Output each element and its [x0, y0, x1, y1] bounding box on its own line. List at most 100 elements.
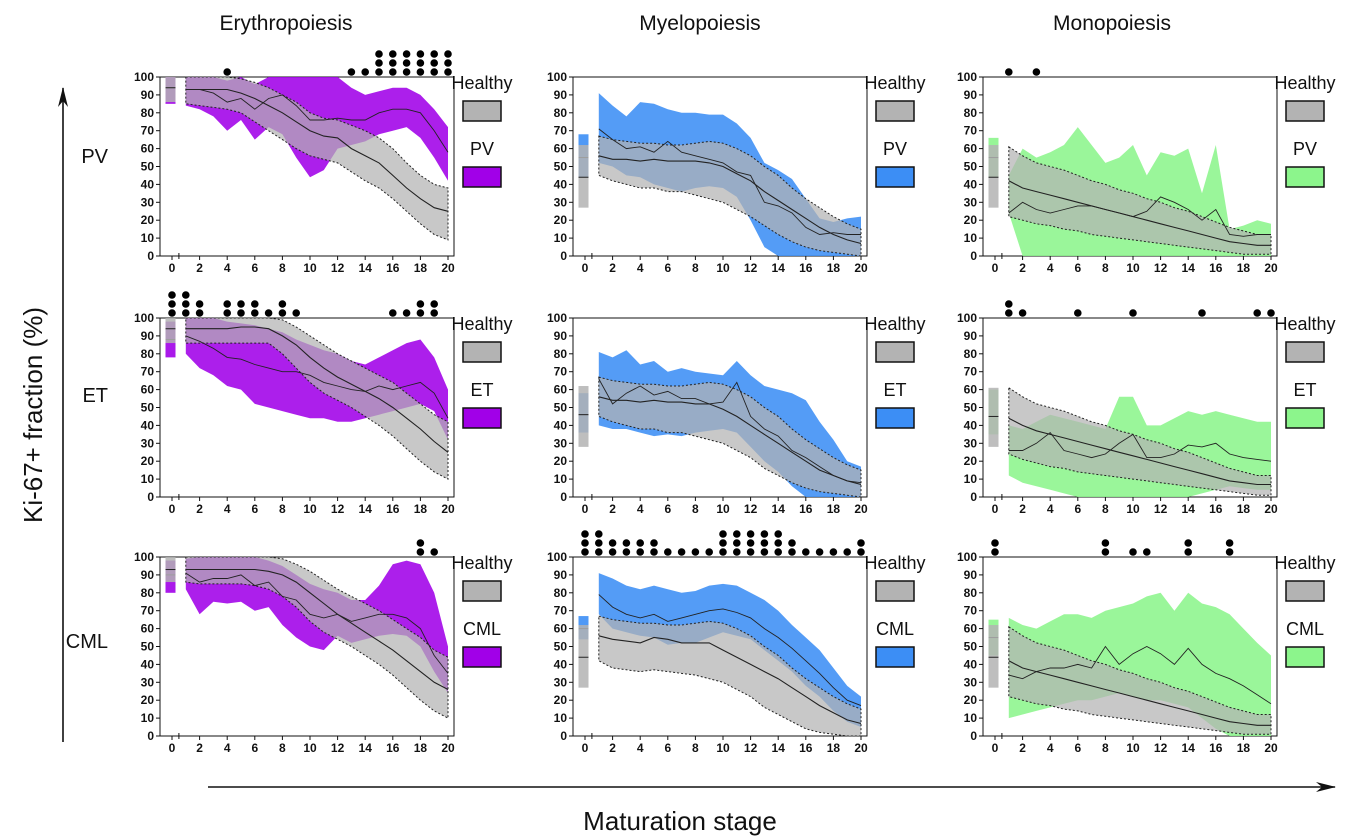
legend-healthy-label: Healthy	[451, 73, 512, 93]
x-tick-label: 20	[441, 502, 455, 516]
healthy-band	[598, 135, 862, 257]
column-title-myelopoiesis: Myelopoiesis	[639, 12, 760, 35]
y-tick-label: 90	[964, 88, 978, 102]
significance-dot	[733, 530, 741, 538]
y-tick-label: 100	[957, 550, 977, 564]
panel-erythropoiesis-cml: 0 10 20 30 40 50 60 70 80 90 100 0 2 4 6 8 10 12 14 16 18 20 H…	[134, 539, 513, 755]
x-tick-label: 2	[196, 741, 203, 755]
x-tick-label: 10	[716, 741, 730, 755]
significance-dot	[774, 530, 782, 538]
significance-dot	[705, 548, 713, 556]
x-tick-label: 16	[799, 261, 813, 275]
significance-dot	[223, 300, 231, 308]
legend-disease-swatch	[1285, 407, 1325, 429]
significance-dot	[361, 68, 370, 76]
significance-dot	[733, 548, 741, 556]
significance-dot	[774, 539, 782, 547]
x-tick-label: 20	[854, 741, 868, 755]
stage-0-healthy-box	[578, 145, 589, 208]
significance-dot	[389, 68, 397, 76]
significance-dot	[416, 548, 425, 556]
y-tick-label: 70	[554, 124, 568, 138]
significance-dot	[1005, 300, 1013, 308]
row-label-et: ET	[82, 385, 108, 407]
y-tick-label: 20	[964, 693, 978, 707]
y-tick-label: 40	[554, 177, 568, 191]
disease-mean-line	[185, 335, 449, 419]
y-tick-label: 10	[964, 472, 978, 486]
x-tick-label: 8	[1102, 261, 1109, 275]
healthy-band	[598, 376, 862, 498]
panel-myelopoiesis-cml: 0 10 20 30 40 50 60 70 80 90 100 0 2 4 6 8 10 12 14 16 18 20 H…	[547, 530, 926, 755]
y-tick-label: 100	[547, 70, 567, 84]
legend-disease-swatch	[462, 646, 502, 668]
x-tick-label: 18	[827, 741, 841, 755]
stage-0-healthy-box	[988, 625, 999, 688]
y-tick-label: 50	[141, 160, 155, 174]
x-tick-label: 14	[1182, 741, 1196, 755]
significance-dot	[719, 530, 727, 538]
x-tick-label: 8	[1102, 741, 1109, 755]
x-tick-label: 2	[1019, 502, 1026, 516]
x-tick-label: 10	[1126, 502, 1140, 516]
y-tick-label: 40	[964, 177, 978, 191]
healthy-band	[185, 317, 449, 480]
y-tick-label: 20	[141, 213, 155, 227]
y-tick-label: 90	[554, 329, 568, 343]
y-tick-label: 50	[554, 640, 568, 654]
y-tick-label: 30	[554, 436, 568, 450]
legend-disease-swatch	[875, 646, 915, 668]
x-tick-label: 18	[414, 261, 428, 275]
legend-healthy-label: Healthy	[451, 314, 512, 334]
x-tick-label: 10	[716, 502, 730, 516]
legend-disease-label: CML	[876, 619, 914, 639]
row-label-pv: PV	[81, 146, 108, 168]
y-tick-label: 0	[970, 249, 977, 263]
healthy-band	[1008, 625, 1272, 735]
legend-disease-swatch	[1285, 166, 1325, 188]
disease-mean-line	[598, 594, 862, 707]
legend-healthy-swatch	[462, 341, 502, 363]
y-tick-label: 70	[554, 604, 568, 618]
significance-dot	[375, 50, 383, 58]
legend-disease-swatch	[875, 166, 915, 188]
x-tick-label: 0	[992, 741, 999, 755]
x-tick-label: 10	[303, 261, 317, 275]
x-tick-label: 8	[692, 741, 699, 755]
significance-dot	[278, 309, 287, 317]
y-tick-label: 20	[141, 693, 155, 707]
panel-myelopoiesis-et: 0 10 20 30 40 50 60 70 80 90 100 0 2 4 6 8 10 12 14 16 18 20 H…	[547, 311, 926, 516]
healthy-mean-line	[1008, 417, 1271, 486]
disease-mean-line	[185, 572, 449, 674]
x-tick-label: 8	[692, 261, 699, 275]
disease-mean-line	[1008, 196, 1271, 237]
x-tick-label: 18	[827, 502, 841, 516]
significance-dot	[1253, 309, 1261, 317]
y-tick-label: 70	[964, 124, 978, 138]
legend-healthy-label: Healthy	[1274, 314, 1335, 334]
y-tick-label: 30	[141, 195, 155, 209]
y-tick-label: 80	[964, 347, 978, 361]
legend-healthy-swatch	[875, 100, 915, 122]
significance-dot	[733, 539, 741, 547]
x-tick-label: 20	[1264, 261, 1278, 275]
y-tick-label: 50	[554, 160, 568, 174]
stage-0-healthy-box	[165, 318, 176, 344]
healthy-mean-line	[1008, 660, 1271, 726]
significance-dot	[857, 539, 865, 547]
significance-dot	[416, 300, 425, 308]
disease-mean-line	[598, 378, 862, 484]
y-tick-label: 50	[554, 401, 568, 415]
healthy-mean-line	[1008, 180, 1271, 246]
x-tick-label: 8	[279, 741, 286, 755]
significance-dot	[223, 68, 231, 76]
significance-dot	[650, 539, 658, 547]
x-tick-label: 14	[772, 261, 786, 275]
panel-erythropoiesis-et: 0 10 20 30 40 50 60 70 80 90 100 0 2 4 6 8 10 12 14 16 18 20 H…	[134, 291, 513, 516]
x-tick-label: 4	[1047, 502, 1054, 516]
y-tick-label: 10	[554, 711, 568, 725]
significance-dot	[1005, 309, 1013, 317]
stage-0-healthy-box	[578, 386, 589, 447]
x-tick-label: 12	[331, 261, 345, 275]
x-tick-label: 6	[1074, 741, 1081, 755]
